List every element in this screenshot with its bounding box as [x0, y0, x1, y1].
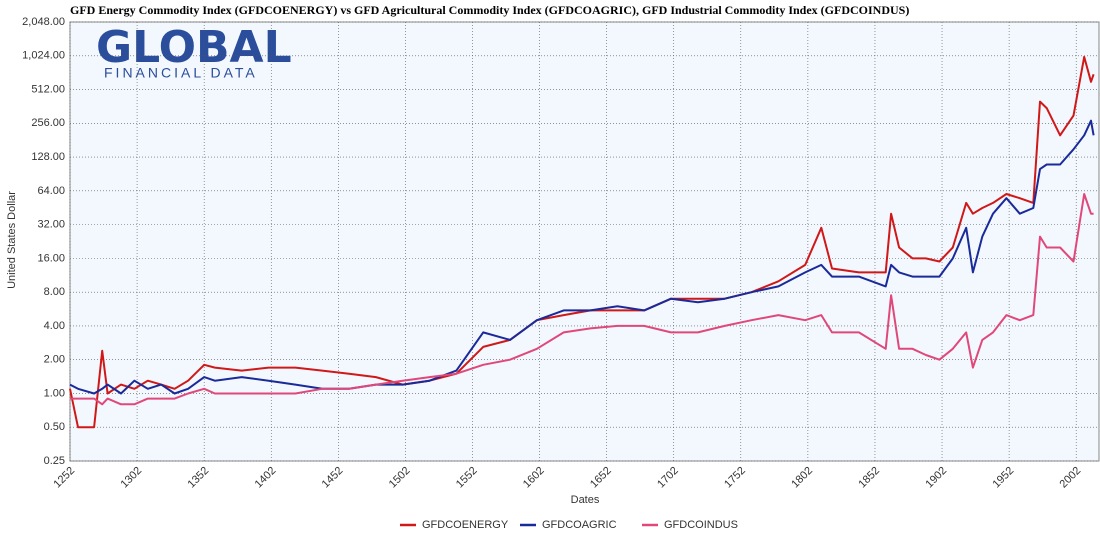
series-line: [69, 119, 1095, 395]
logo-tagline: FINANCIAL DATA: [104, 65, 258, 81]
logo-name: GLOBAL: [96, 22, 292, 73]
y-tick-label: 2.00: [44, 354, 65, 366]
x-tick-label: 1302: [118, 465, 144, 491]
x-tick-label: 1402: [253, 465, 279, 491]
x-tick-label: 1602: [521, 465, 547, 491]
legend-label: GFDCOINDUS: [664, 519, 738, 531]
x-tick-label: 1802: [789, 465, 815, 491]
plot-area: [69, 21, 1100, 462]
x-axis-title: Dates: [571, 494, 600, 506]
x-tick-label: 1952: [990, 465, 1016, 491]
y-tick-label: 256.00: [31, 117, 65, 129]
x-tick-label: 2002: [1058, 465, 1084, 491]
y-tick-label: 8.00: [44, 286, 65, 298]
legend-label: GFDCOENERGY: [422, 519, 509, 531]
chart-title: GFD Energy Commodity Index (GFDCOENERGY)…: [70, 3, 909, 17]
legend-label: GFDCOAGRIC: [542, 519, 617, 531]
x-tick-label: 1552: [454, 465, 480, 491]
x-tick-label: 1752: [722, 465, 748, 491]
y-tick-label: 16.00: [37, 252, 65, 264]
y-tick-label: 32.00: [37, 219, 65, 231]
y-tick-label: 64.00: [37, 185, 65, 197]
x-tick-label: 1852: [856, 465, 882, 491]
y-tick-label: 1.00: [44, 387, 65, 399]
y-tick-label: 0.50: [44, 421, 65, 433]
y-tick-label: 0.25: [44, 455, 65, 467]
series-line: [70, 193, 1094, 406]
y-tick-label: 512.00: [31, 83, 65, 95]
y-tick-label: 2,048.00: [22, 16, 65, 28]
y-tick-label: 4.00: [44, 320, 65, 332]
y-axis-title: United States Dollar: [6, 191, 18, 289]
x-tick-label: 1352: [186, 465, 212, 491]
x-tick-label: 1652: [588, 465, 614, 491]
x-tick-label: 1902: [923, 465, 949, 491]
y-tick-label: 128.00: [31, 151, 65, 163]
x-tick-label: 1502: [387, 465, 413, 491]
x-tick-label: 1252: [51, 465, 77, 491]
x-tick-label: 1702: [655, 465, 681, 491]
x-tick-label: 1452: [320, 465, 346, 491]
y-tick-label: 1,024.00: [22, 50, 65, 62]
